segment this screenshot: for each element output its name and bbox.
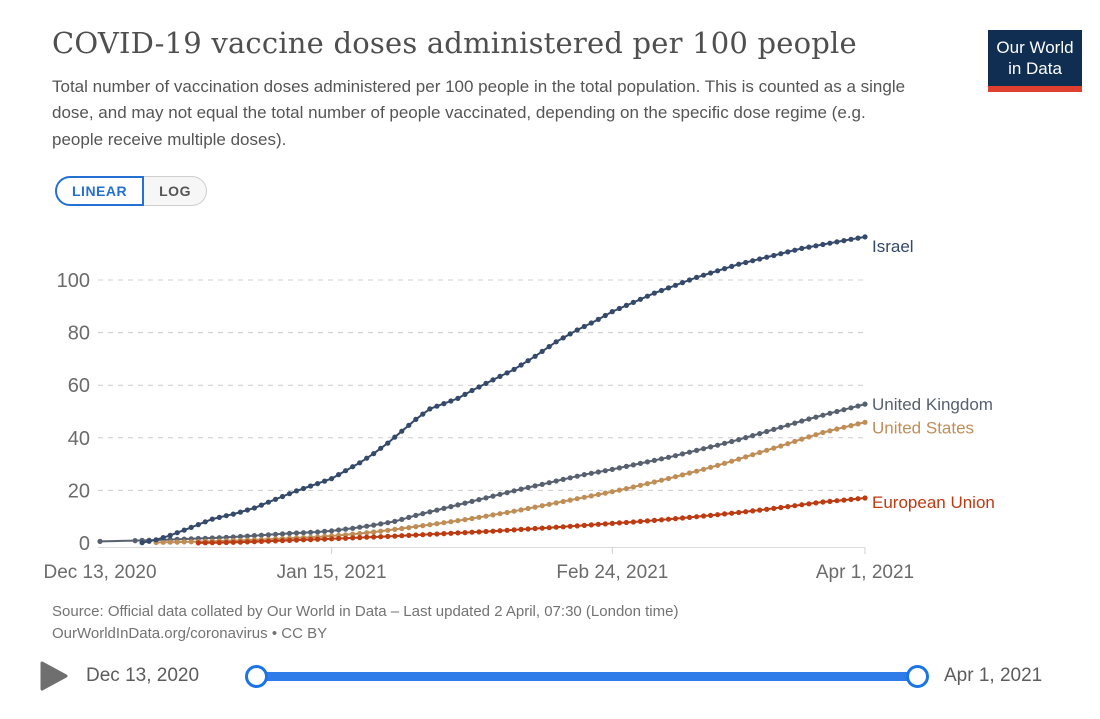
svg-text:60: 60	[68, 375, 90, 397]
owid-logo-text: Our World in Data	[988, 30, 1082, 86]
scale-toggle: LINEAR LOG	[55, 176, 207, 206]
series-line-united-kingdom[interactable]: United Kingdom	[97, 395, 993, 545]
chart-canvas[interactable]: 0 20 40 60 80 100 Dec 13, 2020 Jan 15, 2021 Feb …	[0, 0, 1100, 600]
timeline-end-date: Apr 1, 2021	[944, 665, 1043, 686]
series-endpoint-label-united-kingdom: United Kingdom	[872, 395, 993, 414]
series-endpoint-label-united-states: United States	[872, 418, 974, 437]
x-axis-label: Jan 15, 2021	[277, 562, 387, 583]
chart-subtitle: Total number of vaccination doses admini…	[52, 77, 906, 149]
timeline-track[interactable]	[253, 672, 921, 681]
series-line-united-states[interactable]: United States	[153, 418, 975, 546]
log-scale-button[interactable]: LOG	[144, 176, 207, 206]
play-button[interactable]	[40, 661, 68, 691]
series-line-israel[interactable]: Israel	[139, 234, 914, 546]
svg-text:40: 40	[68, 428, 90, 450]
series-endpoint-label-european-union: European Union	[872, 493, 995, 512]
owid-logo[interactable]: Our World in Data	[988, 30, 1082, 92]
series-endpoint-label-israel: Israel	[872, 237, 914, 256]
x-axis-label: Apr 1, 2021	[816, 562, 914, 583]
svg-text:100: 100	[57, 270, 90, 292]
timeline-start-handle[interactable]	[245, 665, 268, 688]
series-line-european-union[interactable]: European Union	[195, 493, 995, 546]
y-axis-labels: 0 20 40 60 80 100	[57, 270, 90, 555]
linear-scale-button[interactable]: LINEAR	[55, 176, 145, 206]
x-axis-label: Dec 13, 2020	[43, 562, 156, 583]
svg-text:20: 20	[68, 480, 90, 502]
timeline-end-handle[interactable]	[906, 665, 929, 688]
page-title: COVID-19 vaccine doses administered per …	[52, 26, 857, 60]
timeline-control: Dec 13, 2020 Apr 1, 2021	[0, 655, 1100, 700]
svg-text:0: 0	[79, 533, 90, 555]
source-link-line: OurWorldInData.org/coronavirus • CC BY	[52, 624, 328, 642]
source-line: Source: Official data collated by Our Wo…	[52, 603, 679, 620]
owid-logo-red-bar	[988, 85, 1082, 92]
x-axis: Dec 13, 2020 Jan 15, 2021 Feb 24, 2021 Apr …	[43, 547, 914, 583]
timeline-start-date: Dec 13, 2020	[86, 665, 200, 686]
source-note: Source: Official data collated by Our Wo…	[52, 601, 912, 645]
x-axis-label: Feb 24, 2021	[556, 562, 668, 583]
svg-text:80: 80	[68, 323, 90, 345]
